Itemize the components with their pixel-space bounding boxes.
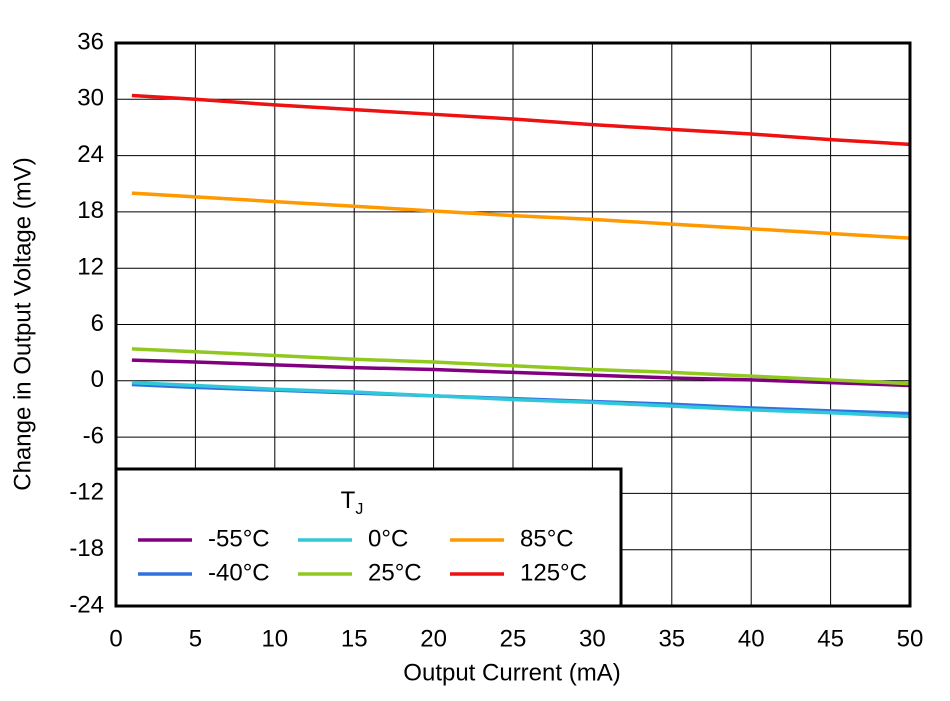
series-line bbox=[131, 358, 911, 388]
x-tick-label: 10 bbox=[261, 625, 288, 652]
x-tick-label: 50 bbox=[897, 625, 924, 652]
series-line bbox=[131, 380, 911, 419]
y-tick-label: -6 bbox=[83, 422, 104, 449]
legend-title-sub: J bbox=[355, 501, 363, 518]
x-tick-label: 45 bbox=[817, 625, 844, 652]
y-tick-label: 36 bbox=[77, 28, 104, 55]
x-axis-label: Output Current (mA) bbox=[403, 659, 620, 686]
legend-label: 25°C bbox=[368, 559, 422, 586]
x-tick-label: 15 bbox=[341, 625, 368, 652]
y-tick-label: -24 bbox=[69, 591, 104, 618]
y-tick-label: 30 bbox=[77, 85, 104, 112]
legend: TJ -55°C -40°C 0°C 25°C 85°C 125°C bbox=[114, 467, 623, 608]
legend-title: TJ bbox=[341, 487, 364, 518]
legend-label: 85°C bbox=[520, 525, 574, 552]
legend-label: -55°C bbox=[208, 525, 270, 552]
legend-box bbox=[114, 467, 623, 608]
legend-label: -40°C bbox=[208, 559, 270, 586]
y-tick-label: 0 bbox=[91, 366, 104, 393]
legend-label: 0°C bbox=[368, 525, 408, 552]
y-axis-label: Change in Output Voltage (mV) bbox=[9, 157, 36, 491]
series-line bbox=[131, 347, 911, 386]
y-tick-label: -18 bbox=[69, 535, 104, 562]
y-tick-label: 12 bbox=[77, 254, 104, 281]
legend-label: 125°C bbox=[520, 559, 587, 586]
y-tick-label: 18 bbox=[77, 197, 104, 224]
x-tick-label: 20 bbox=[420, 625, 447, 652]
y-tick-label: 24 bbox=[77, 141, 104, 168]
x-tick-label: 40 bbox=[738, 625, 765, 652]
x-tick-label: 25 bbox=[500, 625, 527, 652]
x-tick-label: 0 bbox=[109, 625, 122, 652]
series-line bbox=[131, 93, 911, 147]
x-tick-label: 30 bbox=[579, 625, 606, 652]
y-tick-label: 6 bbox=[91, 310, 104, 337]
y-tick-label: -12 bbox=[69, 479, 104, 506]
x-tick-label: 5 bbox=[189, 625, 202, 652]
legend-title-main: T bbox=[341, 487, 356, 514]
series-line bbox=[131, 191, 911, 240]
x-tick-label: 35 bbox=[658, 625, 685, 652]
